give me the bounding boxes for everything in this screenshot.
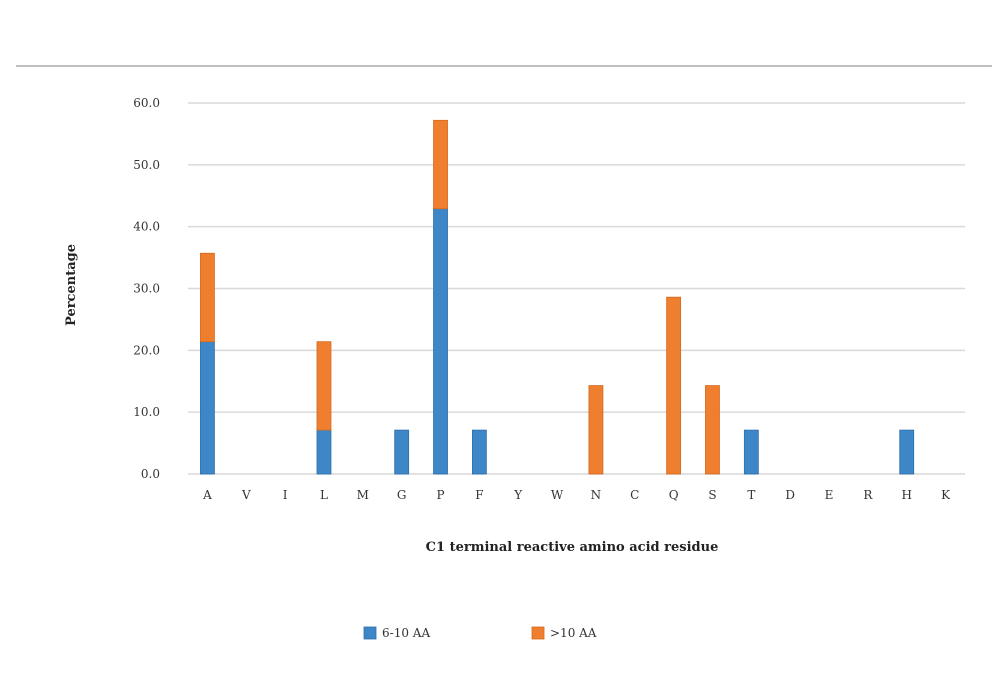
y-axis-title: Percentage	[64, 244, 79, 326]
y-tick-label: 40.0	[133, 220, 160, 234]
x-tick-label: D	[785, 488, 795, 502]
y-tick-label: 50.0	[133, 158, 160, 172]
bar-A-6-10-aa	[200, 341, 215, 475]
x-tick-label: L	[320, 488, 328, 502]
x-tick-label: M	[357, 488, 369, 502]
bar-G-6-10-aa	[394, 429, 410, 475]
x-axis-title: C1 terminal reactive amino acid residue	[426, 540, 719, 555]
legend-label-6-10-aa: 6-10 AA	[382, 626, 430, 640]
x-tick-label: H	[901, 488, 911, 502]
y-tick-label: 10.0	[133, 405, 160, 419]
bars	[200, 119, 915, 475]
legend-swatch-over-10-aa	[531, 626, 545, 640]
legend: 6-10 AA >10 AA	[363, 626, 597, 640]
bar-A-over-10-aa	[200, 252, 215, 343]
legend-swatch-6-10-aa	[363, 626, 377, 640]
x-tick-label: W	[551, 488, 564, 502]
x-tick-label: A	[202, 488, 212, 502]
bar-Q-over-10-aa	[666, 296, 682, 475]
bar-T-6-10-aa	[743, 429, 759, 475]
bar-L-6-10-aa	[316, 429, 332, 475]
y-tick-label: 30.0	[133, 282, 160, 296]
x-tick-label: Y	[513, 488, 523, 502]
y-tick-label: 60.0	[133, 96, 160, 110]
bar-P-over-10-aa	[433, 119, 448, 210]
x-tick-label: R	[863, 488, 873, 502]
bar-H-6-10-aa	[899, 429, 915, 475]
x-tick-label: E	[825, 488, 834, 502]
top-divider	[16, 65, 992, 67]
bar-N-over-10-aa	[588, 385, 604, 475]
bar-P-6-10-aa	[433, 208, 448, 475]
y-tick-label: 20.0	[133, 343, 160, 357]
x-tick-label: V	[241, 488, 251, 502]
x-tick-label: C	[630, 488, 639, 502]
x-tick-label: S	[708, 488, 716, 502]
x-tick-label: Q	[669, 488, 679, 502]
x-tick-label: I	[283, 488, 288, 502]
x-tick-label: G	[397, 488, 407, 502]
bar-F-6-10-aa	[471, 429, 487, 475]
legend-label-over-10-aa: >10 AA	[550, 626, 597, 640]
x-tick-label: F	[475, 488, 483, 502]
x-tick-label: P	[436, 488, 444, 502]
bar-L-over-10-aa	[316, 341, 332, 431]
gridlines	[188, 102, 965, 413]
y-tick-label: 0.0	[141, 467, 160, 481]
x-tick-label: K	[941, 488, 951, 502]
x-tick-label: N	[591, 488, 602, 502]
x-tick-label: T	[747, 488, 755, 502]
bar-S-over-10-aa	[705, 385, 720, 475]
y-axis-ticks: 0.0 10.0 20.0 30.0 40.0 50.0 60.0	[133, 96, 160, 481]
